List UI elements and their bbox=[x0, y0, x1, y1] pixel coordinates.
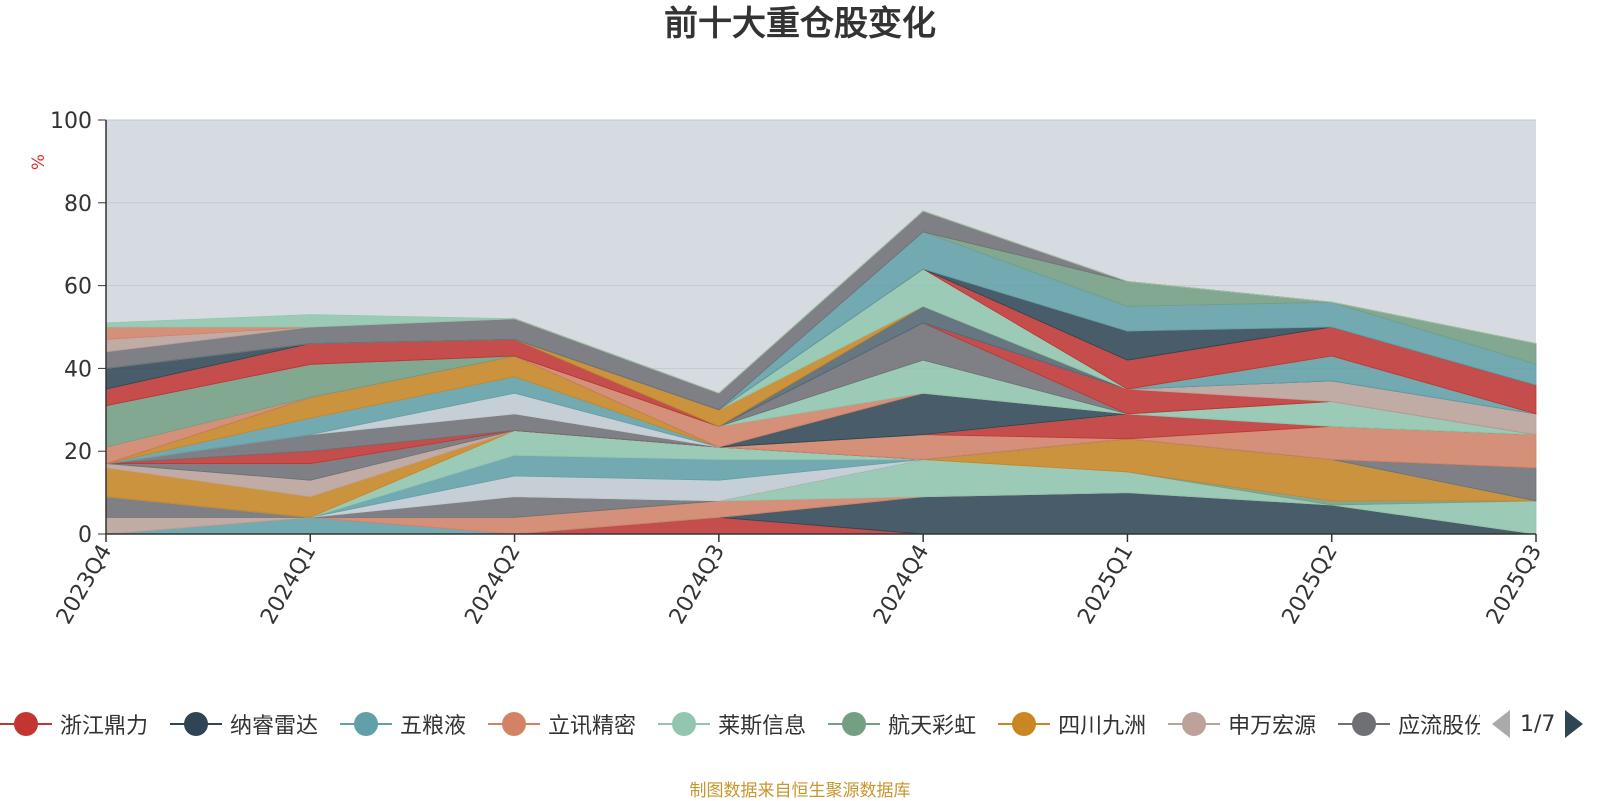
legend-item[interactable]: 航天彩虹 bbox=[828, 704, 976, 744]
x-tick-label: 2025Q2 bbox=[1278, 541, 1343, 629]
legend-marker-icon bbox=[1338, 712, 1391, 736]
legend-label: 莱斯信息 bbox=[718, 714, 807, 739]
x-tick-label: 2024Q2 bbox=[460, 541, 525, 629]
legend-marker-icon bbox=[1168, 712, 1221, 736]
legend-marker-icon bbox=[828, 712, 881, 736]
y-tick-label: 20 bbox=[64, 440, 92, 465]
legend-item[interactable]: 四川九洲 bbox=[998, 704, 1146, 744]
legend-item[interactable]: 立讯精密 bbox=[488, 704, 636, 744]
legend-item[interactable]: 纳睿雷达 bbox=[170, 704, 318, 744]
legend-label: 四川九洲 bbox=[1058, 714, 1147, 739]
legend-pager: 1/7 bbox=[1492, 704, 1584, 744]
legend-marker-icon bbox=[488, 712, 541, 736]
legend-marker-dot bbox=[1182, 712, 1207, 736]
x-tick-label: 2023Q4 bbox=[52, 541, 117, 629]
x-tick-label: 2024Q1 bbox=[256, 541, 321, 629]
chart-title: 前十大重仓股变化 bbox=[664, 4, 936, 44]
legend-item[interactable]: 莱斯信息 bbox=[658, 704, 806, 744]
legend-marker-dot bbox=[502, 712, 527, 736]
legend-marker-dot bbox=[1012, 712, 1037, 736]
legend: 浙江鼎力 纳睿雷达 五粮液 立讯精密 莱斯信息 航天彩虹 四川九洲 申万宏源 应流股份 1/7 bbox=[0, 704, 1600, 744]
x-tick-label: 2024Q3 bbox=[665, 541, 730, 629]
legend-label: 申万宏源 bbox=[1228, 714, 1317, 739]
triangle-right-icon[interactable] bbox=[1565, 710, 1584, 738]
legend-item[interactable]: 浙江鼎力 bbox=[0, 704, 148, 744]
legend-marker-dot bbox=[842, 712, 867, 736]
legend-label: 应流股份 bbox=[1398, 714, 1480, 739]
legend-marker-icon bbox=[0, 712, 52, 736]
y-axis-label: % bbox=[29, 154, 49, 170]
legend-page-indicator: 1/7 bbox=[1520, 711, 1556, 737]
triangle-left-icon[interactable] bbox=[1492, 710, 1510, 738]
x-tick-label: 2025Q3 bbox=[1482, 541, 1547, 629]
source-note: 制图数据来自恒生聚源数据库 bbox=[689, 781, 911, 801]
x-tick-label: 2025Q1 bbox=[1073, 541, 1138, 629]
legend-marker-dot bbox=[1352, 712, 1377, 736]
legend-item[interactable]: 申万宏源 bbox=[1168, 704, 1316, 744]
legend-marker-icon bbox=[170, 712, 223, 736]
legend-marker-dot bbox=[354, 712, 379, 736]
legend-item[interactable]: 应流股份 bbox=[1338, 704, 1480, 744]
y-tick-label: 100 bbox=[50, 109, 92, 134]
area-series-43 bbox=[105, 210, 1537, 394]
x-tick-label: 2024Q4 bbox=[869, 541, 934, 629]
legend-marker-icon bbox=[998, 712, 1051, 736]
y-tick-label: 80 bbox=[64, 192, 92, 217]
legend-marker-icon bbox=[658, 712, 711, 736]
legend-items: 浙江鼎力 纳睿雷达 五粮液 立讯精密 莱斯信息 航天彩虹 四川九洲 申万宏源 应流股份 bbox=[0, 704, 1480, 744]
area-series bbox=[105, 210, 1537, 535]
legend-label: 航天彩虹 bbox=[888, 714, 977, 739]
legend-marker-dot bbox=[672, 712, 697, 736]
legend-label: 纳睿雷达 bbox=[230, 714, 319, 739]
legend-marker-dot bbox=[14, 712, 38, 736]
legend-label: 浙江鼎力 bbox=[60, 714, 149, 739]
y-tick-label: 40 bbox=[64, 357, 92, 382]
legend-item[interactable]: 五粮液 bbox=[340, 704, 466, 744]
legend-marker-dot bbox=[184, 712, 209, 736]
y-tick-label: 60 bbox=[64, 275, 92, 300]
legend-label: 五粮液 bbox=[400, 714, 467, 739]
y-tick-label: 0 bbox=[78, 523, 92, 548]
legend-label: 立讯精密 bbox=[548, 714, 637, 739]
legend-marker-icon bbox=[340, 712, 393, 736]
